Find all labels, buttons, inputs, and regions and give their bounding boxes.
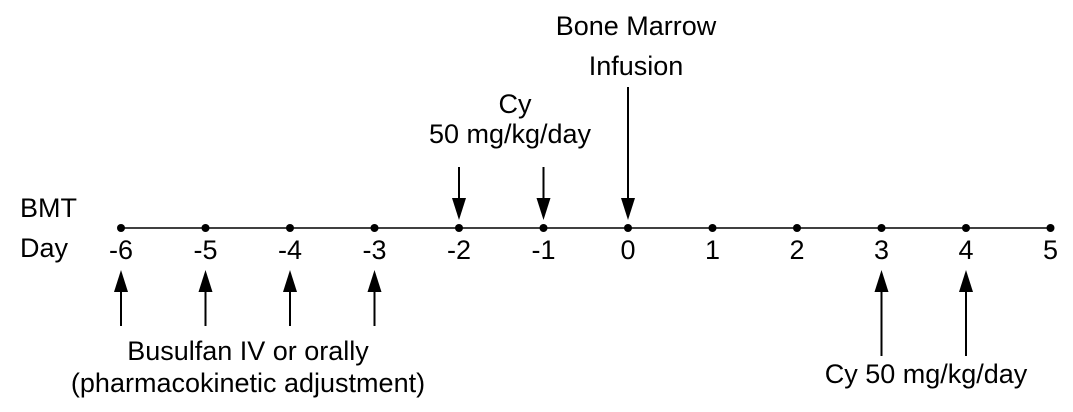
day-label: 5 [1043, 235, 1058, 265]
arrow-head [198, 270, 213, 292]
annotation-text: Infusion [589, 51, 684, 81]
day-dot [708, 224, 717, 232]
day-label: -6 [109, 235, 133, 265]
day-label: 4 [958, 235, 973, 265]
arrow-head [536, 198, 551, 220]
arrow-head [959, 270, 973, 292]
annotation-text: Bone Marrow [556, 11, 717, 41]
arrow-head [621, 198, 635, 220]
annotation-text: (pharmacokinetic adjustment) [71, 368, 425, 398]
day-dot [539, 224, 548, 232]
arrow-head [874, 270, 889, 292]
day-label: -5 [193, 235, 217, 265]
annotation-text: Cy [499, 89, 532, 119]
day-dot [1046, 224, 1055, 232]
day-dot [286, 224, 294, 232]
arrow-head [283, 270, 297, 292]
day-label: -1 [531, 235, 555, 265]
day-label: -3 [362, 235, 386, 265]
day-label: 1 [705, 235, 720, 265]
day-label: 0 [620, 235, 635, 265]
day-label: -2 [447, 235, 471, 265]
day-label: -4 [278, 235, 302, 265]
day-dot [455, 224, 463, 232]
annotation-text: Busulfan IV or orally [127, 336, 369, 366]
day-label: 3 [874, 235, 889, 265]
day-dot [370, 224, 379, 232]
day-dot [624, 224, 632, 232]
day-dot [201, 224, 210, 232]
day-dot [962, 224, 970, 232]
axis-label: Day [20, 233, 69, 263]
day-dot [877, 224, 886, 232]
arrow-head [367, 270, 382, 292]
axis-label: BMT [20, 193, 77, 223]
day-dot [793, 224, 801, 232]
annotation-text: 50 mg/kg/day [429, 119, 592, 149]
day-label: 2 [789, 235, 804, 265]
arrow-head [114, 270, 128, 292]
day-dot [117, 224, 125, 232]
arrow-head [452, 198, 466, 220]
annotation-text: Cy 50 mg/kg/day [825, 359, 1028, 389]
